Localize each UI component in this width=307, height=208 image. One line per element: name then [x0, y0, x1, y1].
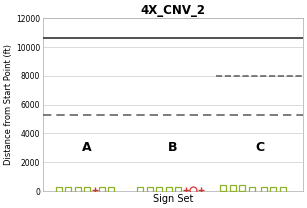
Text: C: C: [255, 141, 264, 154]
Y-axis label: Distance from Start Point (ft): Distance from Start Point (ft): [4, 44, 13, 165]
X-axis label: Sign Set: Sign Set: [153, 194, 193, 204]
Title: 4X_CNV_2: 4X_CNV_2: [140, 4, 205, 17]
Text: B: B: [168, 141, 178, 154]
Text: A: A: [81, 141, 91, 154]
